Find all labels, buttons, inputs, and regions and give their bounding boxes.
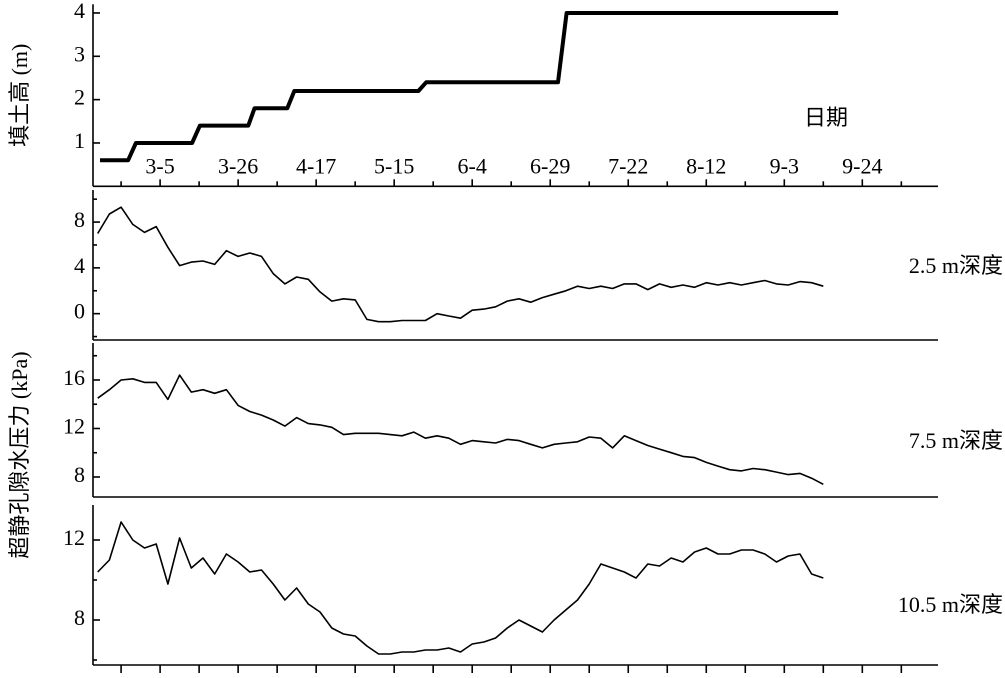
y-tick-label: 8: [74, 462, 85, 487]
annotation: 7.5 m深度: [909, 428, 1003, 453]
x-tick-label: 9-24: [842, 153, 882, 178]
y-axis-title: 填土高 (m): [7, 44, 32, 147]
x-tick-label: 5-15: [374, 153, 414, 178]
annotation: 10.5 m深度: [898, 592, 1003, 617]
x-tick-label: 6-4: [458, 153, 487, 178]
y-tick-label: 4: [74, 253, 85, 278]
y-tick-label: 16: [63, 365, 85, 390]
annotation: 2.5 m深度: [909, 253, 1003, 278]
y-tick-label: 8: [74, 207, 85, 232]
y-tick-label: 8: [74, 605, 85, 630]
shared-y-axis-title: 超静孔隙水压力 (kPa): [7, 351, 32, 558]
y-tick-label: 1: [74, 128, 85, 153]
x-tick-label: 3-5: [145, 153, 174, 178]
y-tick-label: 3: [74, 41, 85, 66]
y-tick-label: 12: [63, 414, 85, 439]
y-tick-label: 12: [63, 525, 85, 550]
x-tick-label: 3-26: [218, 153, 258, 178]
x-tick-label: 6-29: [530, 153, 570, 178]
x-tick-label: 7-22: [608, 153, 648, 178]
x-tick-label: 9-3: [770, 153, 799, 178]
data-line: [100, 11, 839, 163]
data-line: [97, 374, 824, 486]
x-tick-label: 4-17: [296, 153, 336, 178]
y-tick-label: 2: [74, 85, 85, 110]
y-tick-label: 4: [74, 0, 85, 23]
x-axis-title: 日期: [804, 105, 848, 130]
data-line: [97, 206, 824, 323]
x-tick-label: 8-12: [686, 153, 726, 178]
y-tick-label: 0: [74, 299, 85, 324]
data-line: [97, 521, 824, 655]
